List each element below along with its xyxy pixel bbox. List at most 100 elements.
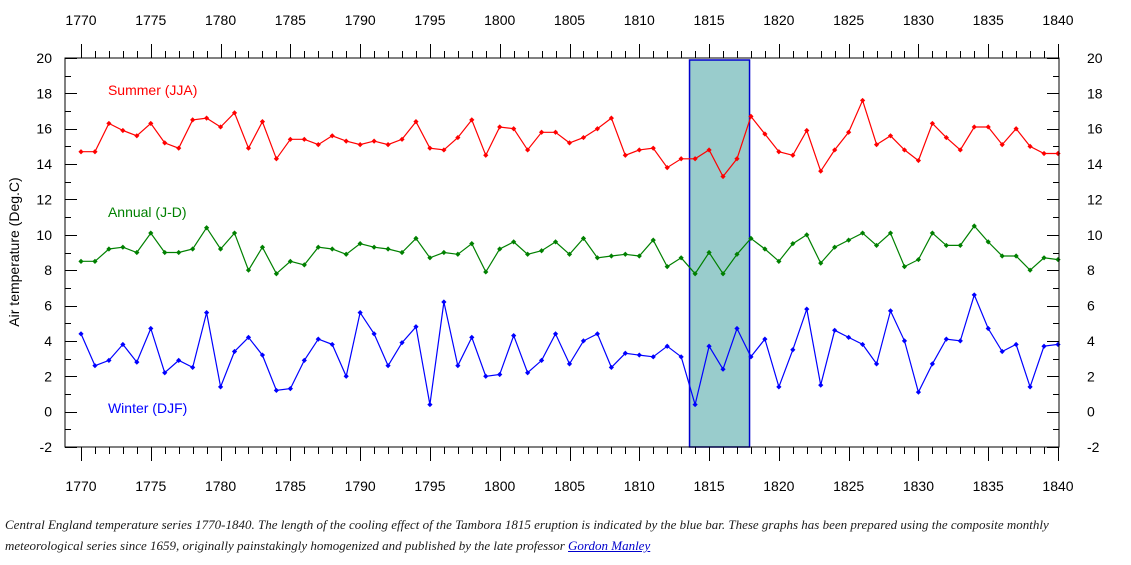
data-point xyxy=(678,156,684,162)
data-point xyxy=(371,244,377,250)
x-tick-label-top: 1835 xyxy=(973,12,1004,28)
data-point xyxy=(580,235,587,241)
data-point xyxy=(176,357,182,363)
x-tick-label-top: 1825 xyxy=(833,12,864,28)
data-point xyxy=(78,331,84,337)
data-point xyxy=(762,336,768,342)
y-tick-label-left: 20 xyxy=(36,50,52,66)
data-point xyxy=(204,115,210,121)
data-point xyxy=(469,241,475,247)
data-point xyxy=(343,373,349,379)
y-tick-label-left: 18 xyxy=(36,85,52,101)
data-point xyxy=(190,364,196,371)
y-tick-label-right: 16 xyxy=(1087,121,1103,137)
x-tick-label-top: 1805 xyxy=(554,12,585,28)
data-point xyxy=(692,156,698,162)
data-point xyxy=(357,310,363,316)
series-line xyxy=(80,293,1059,407)
data-point xyxy=(357,142,363,148)
data-point xyxy=(427,401,433,408)
y-tick-label-left: 12 xyxy=(36,191,52,207)
data-point xyxy=(273,271,279,277)
data-point xyxy=(92,258,98,264)
data-point xyxy=(804,127,810,134)
data-point xyxy=(594,126,601,132)
data-point xyxy=(734,156,740,162)
data-point xyxy=(915,389,922,395)
data-point xyxy=(818,382,824,388)
data-point xyxy=(343,251,349,257)
data-point xyxy=(943,242,949,249)
data-point xyxy=(957,338,963,344)
data-point xyxy=(776,149,782,155)
data-point xyxy=(706,147,712,153)
y-tick-label-right: 12 xyxy=(1087,191,1103,207)
data-point xyxy=(943,336,949,342)
data-point xyxy=(580,338,587,344)
y-tick-label-left: -2 xyxy=(40,439,53,455)
data-point xyxy=(650,145,656,151)
data-point xyxy=(259,244,266,250)
data-point xyxy=(217,246,224,252)
y-tick-label-right: 4 xyxy=(1087,333,1095,349)
data-point xyxy=(413,324,419,330)
gordon-manley-link[interactable]: Gordon Manley xyxy=(568,538,651,553)
data-point xyxy=(594,331,601,337)
data-point xyxy=(134,133,140,139)
data-point xyxy=(469,334,475,340)
x-tick-label-bottom: 1815 xyxy=(693,478,724,494)
data-point xyxy=(525,370,531,376)
data-point xyxy=(692,401,698,408)
data-point xyxy=(608,253,614,259)
data-point xyxy=(650,354,656,360)
data-point xyxy=(231,110,238,116)
x-tick-label-top: 1810 xyxy=(624,12,655,28)
data-point xyxy=(999,142,1005,148)
data-point xyxy=(329,133,335,139)
data-point xyxy=(706,249,712,256)
x-tick-label-bottom: 1795 xyxy=(414,478,445,494)
data-point xyxy=(231,348,238,355)
y-tick-label-right: -2 xyxy=(1087,439,1100,455)
data-point xyxy=(566,140,573,146)
y-tick-label-right: 2 xyxy=(1087,368,1095,384)
data-point xyxy=(999,253,1005,259)
x-tick-label-top: 1800 xyxy=(484,12,515,28)
data-point xyxy=(678,255,684,261)
x-tick-label-top: 1820 xyxy=(763,12,794,28)
data-point xyxy=(971,124,977,130)
data-point xyxy=(664,165,670,171)
data-point xyxy=(441,147,447,153)
data-point xyxy=(804,232,810,238)
data-point xyxy=(873,242,880,249)
data-point xyxy=(1055,341,1061,348)
data-point xyxy=(399,340,405,346)
data-point xyxy=(217,384,224,390)
data-point xyxy=(106,120,112,127)
data-point xyxy=(832,244,838,250)
data-point xyxy=(762,131,768,137)
data-point xyxy=(678,354,684,360)
data-point xyxy=(901,338,908,344)
data-point xyxy=(455,363,461,369)
data-point xyxy=(832,327,838,333)
data-point xyxy=(120,127,126,134)
data-point xyxy=(148,120,154,127)
data-point xyxy=(929,230,935,236)
data-point xyxy=(552,239,559,245)
y-tick-label-left: 16 xyxy=(36,121,52,137)
x-tick-label-top: 1830 xyxy=(903,12,934,28)
data-point xyxy=(217,124,224,130)
data-point xyxy=(162,140,168,146)
data-point xyxy=(441,249,447,256)
data-point xyxy=(78,258,84,264)
data-point xyxy=(636,253,642,259)
data-point xyxy=(943,134,949,141)
data-point xyxy=(413,235,419,241)
data-point xyxy=(301,136,307,142)
data-point xyxy=(887,133,894,139)
data-point xyxy=(846,129,852,135)
data-point xyxy=(734,325,740,332)
y-tick-label-right: 20 xyxy=(1087,50,1103,66)
data-point xyxy=(650,237,656,243)
